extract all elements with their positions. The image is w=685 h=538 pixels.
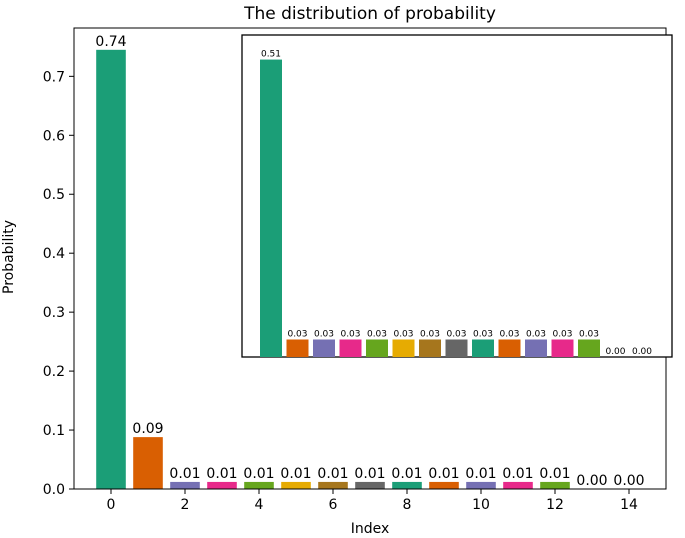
bar-value-label-0: 0.74 — [95, 34, 126, 50]
inset-bar-4 — [366, 339, 388, 357]
y-axis-label: Probability — [1, 220, 17, 294]
bar-10 — [466, 481, 496, 489]
y-tick-label-2: 0.2 — [43, 364, 65, 380]
bar-value-label-13: 0.00 — [576, 473, 607, 489]
inset-bar-value-label-6: 0.03 — [420, 330, 440, 340]
bar-5 — [281, 481, 311, 489]
y-tick-label-3: 0.3 — [43, 305, 65, 321]
x-tick-label-7: 14 — [620, 497, 638, 513]
inset-bar-value-label-9: 0.03 — [499, 330, 519, 340]
y-tick-label-4: 0.4 — [43, 246, 65, 262]
y-tick-label-5: 0.5 — [43, 187, 65, 203]
inset-bar-11 — [551, 339, 574, 357]
inset-bar-value-label-10: 0.03 — [526, 330, 546, 340]
bar-value-label-6: 0.01 — [317, 466, 348, 482]
inset-bar-6 — [419, 339, 441, 357]
bar-value-label-14: 0.00 — [613, 473, 644, 489]
bar-11 — [503, 481, 533, 489]
bar-value-label-3: 0.01 — [206, 466, 237, 482]
bar-value-label-10: 0.01 — [465, 466, 496, 482]
inset-bar-value-label-8: 0.03 — [473, 330, 493, 340]
bar-value-label-8: 0.01 — [391, 466, 422, 482]
inset-bar-1 — [286, 339, 309, 357]
inset-bar-12 — [578, 339, 600, 357]
main-axes: 0 2 4 6 8 10 12 14 0.0 0.1 0.2 0.3 0.4 0.5 0.6 0.7 — [43, 27, 667, 513]
inset-bar-0 — [260, 59, 282, 358]
bar-value-label-1: 0.09 — [132, 421, 163, 437]
inset-bar-value-label-13: 0.00 — [605, 347, 625, 357]
y-tick-label-7: 0.7 — [43, 69, 65, 85]
inset-bar-9 — [498, 339, 521, 357]
bar-2 — [170, 481, 200, 489]
inset-bar-value-label-0: 0.51 — [261, 50, 281, 60]
inset-bar-value-label-1: 0.03 — [287, 330, 307, 340]
inset-bar-value-label-14: 0.00 — [632, 347, 652, 357]
inset-bar-2 — [313, 339, 335, 357]
inset-chart: 0.51 0.03 0.03 0.03 0.03 0.03 0.03 0.03 0.03 0.03… — [241, 34, 673, 358]
bar-1 — [133, 437, 163, 489]
y-tick-label-0: 0.0 — [43, 482, 65, 498]
inset-frame — [241, 34, 673, 358]
inset-bar-value-label-4: 0.03 — [367, 330, 387, 340]
bar-value-label-12: 0.01 — [539, 466, 570, 482]
y-tick-label-6: 0.6 — [43, 128, 65, 144]
inset-bar-value-label-11: 0.03 — [552, 330, 572, 340]
x-axis-label: Index — [351, 521, 390, 537]
inset-bar-8 — [472, 339, 494, 357]
inset-bar-3 — [339, 339, 362, 357]
x-tick-label-4: 8 — [403, 497, 412, 513]
x-tick-label-5: 10 — [472, 497, 490, 513]
x-tick-label-0: 0 — [107, 497, 116, 513]
bar-value-label-5: 0.01 — [280, 466, 311, 482]
bar-value-label-4: 0.01 — [243, 466, 274, 482]
bar-value-label-9: 0.01 — [428, 466, 459, 482]
inset-bar-5 — [392, 339, 415, 357]
main-bars — [96, 49, 570, 490]
bar-value-label-7: 0.01 — [354, 466, 385, 482]
bar-value-label-2: 0.01 — [169, 466, 200, 482]
y-tick-label-1: 0.1 — [43, 423, 65, 439]
bar-value-label-11: 0.01 — [502, 466, 533, 482]
bar-12 — [540, 481, 570, 489]
bar-8 — [392, 481, 422, 489]
chart-title: The distribution of probability — [243, 4, 496, 24]
x-tick-label-3: 6 — [329, 497, 338, 513]
bar-0 — [96, 49, 126, 490]
bar-3 — [207, 481, 237, 489]
x-tick-label-1: 2 — [181, 497, 190, 513]
bar-7 — [355, 481, 385, 489]
bar-9 — [429, 481, 459, 489]
bar-4 — [244, 481, 274, 489]
inset-bar-value-label-5: 0.03 — [393, 330, 413, 340]
main-value-labels: 0.74 0.09 0.01 0.01 0.01 0.01 0.01 0.01 0.01 0.01… — [95, 34, 644, 489]
bar-6 — [318, 481, 348, 489]
inset-bar-value-label-12: 0.03 — [579, 330, 599, 340]
x-tick-label-2: 4 — [255, 497, 264, 513]
inset-bar-value-label-3: 0.03 — [340, 330, 360, 340]
x-tick-label-6: 12 — [546, 497, 564, 513]
inset-bar-value-label-2: 0.03 — [314, 330, 334, 340]
inset-bar-7 — [445, 339, 468, 357]
inset-bar-value-label-7: 0.03 — [446, 330, 466, 340]
inset-bar-10 — [525, 339, 547, 357]
